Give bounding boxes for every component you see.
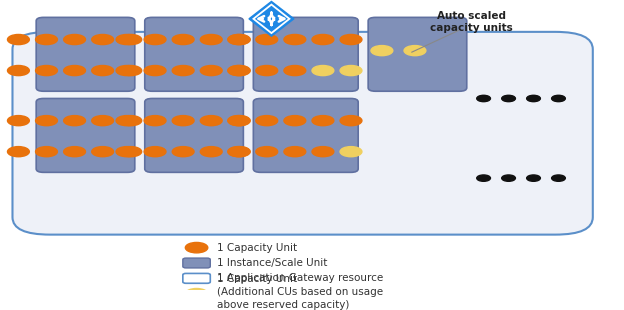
Circle shape (340, 65, 362, 76)
Circle shape (256, 116, 278, 126)
Circle shape (256, 147, 278, 157)
Circle shape (36, 116, 57, 126)
Circle shape (120, 116, 142, 126)
Circle shape (144, 147, 166, 157)
Circle shape (340, 34, 362, 45)
Circle shape (284, 147, 306, 157)
Circle shape (120, 34, 142, 45)
Circle shape (312, 147, 334, 157)
Circle shape (36, 147, 57, 157)
Circle shape (256, 65, 278, 76)
Circle shape (228, 34, 250, 45)
FancyBboxPatch shape (36, 99, 135, 172)
Circle shape (477, 95, 490, 102)
FancyBboxPatch shape (183, 273, 210, 283)
Circle shape (116, 65, 138, 76)
Circle shape (228, 65, 250, 76)
Circle shape (36, 65, 57, 76)
Circle shape (256, 34, 278, 45)
Circle shape (92, 147, 114, 157)
FancyBboxPatch shape (145, 99, 243, 172)
FancyBboxPatch shape (253, 17, 358, 91)
Circle shape (144, 116, 166, 126)
Circle shape (284, 65, 306, 76)
Circle shape (64, 116, 85, 126)
Circle shape (228, 116, 250, 126)
Circle shape (284, 34, 306, 45)
Circle shape (552, 175, 565, 181)
Text: Auto scaled
capacity units: Auto scaled capacity units (430, 11, 512, 33)
Circle shape (7, 65, 29, 76)
Circle shape (7, 147, 29, 157)
Circle shape (185, 289, 208, 299)
Text: 1 Application Gateway resource: 1 Application Gateway resource (217, 273, 383, 283)
Circle shape (312, 34, 334, 45)
Text: 1 Capacity Unit
(Additional CUs based on usage
above reserved capacity): 1 Capacity Unit (Additional CUs based on… (217, 274, 383, 310)
Circle shape (172, 65, 194, 76)
Circle shape (116, 147, 138, 157)
Circle shape (92, 65, 114, 76)
Circle shape (120, 147, 142, 157)
Circle shape (477, 175, 490, 181)
Circle shape (64, 65, 85, 76)
FancyBboxPatch shape (368, 17, 467, 91)
Circle shape (200, 65, 222, 76)
Circle shape (340, 147, 362, 157)
Circle shape (371, 46, 393, 56)
Circle shape (228, 147, 250, 157)
FancyBboxPatch shape (145, 17, 243, 91)
Circle shape (200, 116, 222, 126)
Text: 1 Capacity Unit: 1 Capacity Unit (217, 243, 297, 253)
Circle shape (7, 34, 29, 45)
Circle shape (185, 242, 208, 253)
Polygon shape (249, 2, 294, 36)
Circle shape (144, 34, 166, 45)
Circle shape (92, 116, 114, 126)
Circle shape (502, 175, 515, 181)
Circle shape (200, 147, 222, 157)
Circle shape (7, 116, 29, 126)
Circle shape (172, 147, 194, 157)
Circle shape (552, 95, 565, 102)
Circle shape (527, 175, 540, 181)
Text: 1 Instance/Scale Unit: 1 Instance/Scale Unit (217, 258, 328, 268)
Circle shape (172, 116, 194, 126)
Circle shape (312, 65, 334, 76)
Circle shape (404, 46, 426, 56)
Circle shape (92, 34, 114, 45)
Circle shape (120, 65, 142, 76)
Circle shape (36, 34, 57, 45)
Circle shape (172, 34, 194, 45)
Circle shape (144, 65, 166, 76)
Circle shape (116, 116, 138, 126)
Circle shape (116, 34, 138, 45)
Circle shape (228, 147, 250, 157)
Circle shape (284, 116, 306, 126)
FancyBboxPatch shape (36, 17, 135, 91)
Circle shape (502, 95, 515, 102)
FancyBboxPatch shape (253, 99, 358, 172)
Circle shape (312, 116, 334, 126)
FancyBboxPatch shape (12, 32, 593, 235)
Circle shape (200, 34, 222, 45)
Circle shape (228, 34, 250, 45)
Circle shape (64, 147, 85, 157)
Circle shape (228, 116, 250, 126)
FancyBboxPatch shape (183, 258, 210, 268)
Circle shape (527, 95, 540, 102)
Circle shape (64, 34, 85, 45)
Circle shape (228, 65, 250, 76)
Circle shape (340, 116, 362, 126)
